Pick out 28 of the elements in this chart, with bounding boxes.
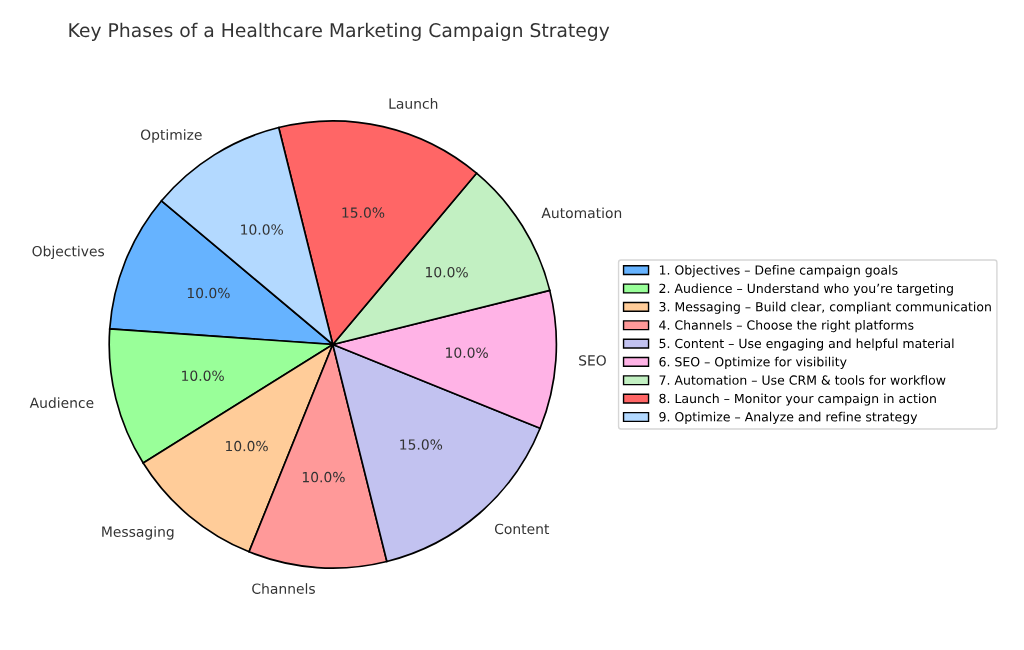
slice-label: Optimize [140, 129, 202, 143]
data-label: 10.0% [182, 370, 224, 381]
text: 8. Launch – Monitor your campaign in action [659, 393, 936, 406]
data-label: 10.0% [426, 266, 468, 278]
text: 5. Content – Use engaging and helpful material [659, 338, 954, 351]
data-label: 10.0% [446, 347, 488, 358]
text: 4. Channels – Choose the right platforms [659, 320, 914, 333]
text: 3. Messaging – Build clear, compliant communication [659, 301, 991, 314]
data-label: 10.0% [226, 440, 268, 452]
data-label: 10.0% [187, 287, 230, 299]
data-label: 15.0% [342, 207, 385, 218]
text: 7. Automation – Use CRM & tools for workflow [659, 375, 946, 385]
slice-label: Audience [29, 397, 94, 409]
text: 9. Optimize – Analyze and refine strategy [659, 411, 918, 424]
legend-label: SEO [579, 355, 606, 366]
data-label: 15.0% [400, 439, 443, 450]
text: 2. Audience – Understand who you’re targeting [659, 283, 953, 296]
slice-label: Messaging [102, 526, 174, 540]
chart-title: Key Phases of a Healthcare Marketing Campaign Strategy [69, 22, 610, 41]
text: 6. SEO – Optimize for visibility [659, 356, 847, 369]
data-label: 10.0% [241, 224, 283, 235]
slice-label: Content [494, 523, 550, 535]
slice-label: Objectives [32, 245, 105, 260]
text: 1. Objectives – Define campaign goals [659, 265, 898, 278]
slice-label: Automation [541, 207, 622, 219]
slice-label: Channels [252, 583, 315, 594]
data-label: 10.0% [302, 471, 345, 483]
slice-label: Launch [389, 98, 438, 109]
